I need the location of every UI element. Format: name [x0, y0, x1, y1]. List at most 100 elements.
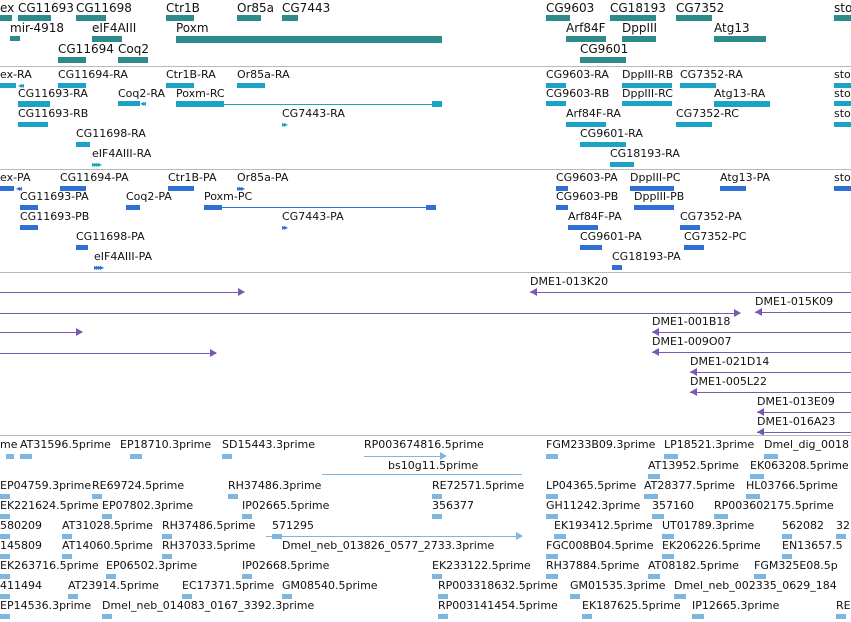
feature-label[interactable]: AT13952.5prime: [648, 459, 739, 472]
feature-label[interactable]: Or85a: [237, 1, 275, 15]
feature-label[interactable]: CG7443-RA: [282, 107, 345, 120]
feature-label[interactable]: EP06502.3prime: [106, 559, 198, 572]
feature-label[interactable]: CG11698-RA: [76, 127, 146, 140]
feature-label[interactable]: CG11693: [18, 1, 74, 15]
feature-label[interactable]: Poxm-RC: [176, 87, 225, 100]
feature-label[interactable]: CG9603-PB: [556, 190, 619, 203]
feature-label[interactable]: mir-4918: [10, 21, 65, 35]
feature-label[interactable]: AT31028.5prime: [62, 519, 153, 532]
feature-label[interactable]: sto: [834, 107, 851, 120]
feature-label[interactable]: RP003141454.5prime: [438, 599, 558, 612]
feature-label[interactable]: Atg13-PA: [720, 171, 771, 184]
feature-label[interactable]: CG11694-RA: [58, 68, 128, 81]
feature-label[interactable]: AT31596.5prime: [20, 438, 111, 451]
feature-label[interactable]: 356377: [432, 499, 474, 512]
feature-label[interactable]: 562082: [782, 519, 824, 532]
feature-label[interactable]: RP003674816.5prime: [364, 438, 484, 451]
feature-label[interactable]: RH37884.5prime: [546, 559, 640, 572]
feature-label[interactable]: RE72571.5prime: [432, 479, 525, 492]
feature-label[interactable]: DppIII-RB: [622, 68, 674, 81]
feature-label[interactable]: DME1-013K20: [530, 275, 609, 288]
feature-label[interactable]: CG9603-RA: [546, 68, 609, 81]
feature-label[interactable]: EC17371.5prime: [182, 579, 275, 592]
feature-label[interactable]: Dmel_neb_014083_0167_3392.3prime: [102, 599, 315, 612]
feature-label[interactable]: Dmel_neb_013826_0577_2733.3prime: [282, 539, 495, 552]
feature-label[interactable]: DppIII: [622, 21, 658, 35]
feature-label[interactable]: RP003318632.5prime: [438, 579, 558, 592]
feature-label[interactable]: 145809: [0, 539, 42, 552]
feature-label[interactable]: eIF4AIII: [92, 21, 137, 35]
feature-label[interactable]: EP18710.3prime: [120, 438, 212, 451]
feature-label[interactable]: CG9601-RA: [580, 127, 643, 140]
feature-label[interactable]: Dmel_neb_002335_0629_184: [674, 579, 837, 592]
feature-label[interactable]: RH37486.3prime: [228, 479, 322, 492]
feature-label[interactable]: ex-RA: [0, 68, 32, 81]
feature-label[interactable]: Or85a-PA: [237, 171, 289, 184]
feature-label[interactable]: LP18521.3prime: [664, 438, 755, 451]
feature-label[interactable]: IP02668.5prime: [242, 559, 330, 572]
feature-label[interactable]: CG7443-PA: [282, 210, 344, 223]
feature-label[interactable]: eIF4AIII-PA: [94, 250, 153, 263]
feature-label[interactable]: EK187625.5prime: [582, 599, 681, 612]
feature-label[interactable]: CG7352-RA: [680, 68, 743, 81]
feature-label[interactable]: UT01789.3prime: [662, 519, 755, 532]
feature-label[interactable]: EK263716.5prime: [0, 559, 99, 572]
feature-label[interactable]: bs10g11.5prime: [388, 459, 479, 472]
feature-label[interactable]: DppIII-PC: [630, 171, 681, 184]
feature-label[interactable]: IP02665.5prime: [242, 499, 330, 512]
feature-label[interactable]: AT23914.5prime: [68, 579, 159, 592]
feature-label[interactable]: Dmel_dig_0018: [764, 438, 850, 451]
feature-label[interactable]: 571295: [272, 519, 314, 532]
feature-label[interactable]: CG18193: [610, 1, 666, 15]
feature-label[interactable]: CG9601-PA: [580, 230, 642, 243]
feature-label[interactable]: HL03766.5prime: [746, 479, 838, 492]
feature-label[interactable]: 32: [836, 519, 850, 532]
feature-label[interactable]: ex-PA: [0, 171, 31, 184]
feature-label[interactable]: CG7443: [282, 1, 331, 15]
feature-label[interactable]: EK063208.5prime: [750, 459, 849, 472]
feature-label[interactable]: sto: [834, 87, 851, 100]
feature-label[interactable]: FGC008B04.5prime: [546, 539, 654, 552]
feature-label[interactable]: LP04365.5prime: [546, 479, 637, 492]
feature-label[interactable]: me: [0, 438, 18, 451]
feature-label[interactable]: DppIII-PB: [634, 190, 685, 203]
feature-label[interactable]: sto: [834, 1, 851, 15]
feature-label[interactable]: CG7352: [676, 1, 725, 15]
feature-label[interactable]: CG9603-PA: [556, 171, 618, 184]
feature-label[interactable]: CG11693-PB: [20, 210, 90, 223]
feature-label[interactable]: CG11694-PA: [60, 171, 129, 184]
feature-label[interactable]: FGM233B09.3prime: [546, 438, 656, 451]
feature-label[interactable]: DME1-001B18: [652, 315, 731, 328]
feature-label[interactable]: DME1-009O07: [652, 335, 732, 348]
feature-label[interactable]: Coq2: [118, 42, 149, 56]
feature-label[interactable]: GM01535.3prime: [570, 579, 666, 592]
feature-label[interactable]: CG11693-RB: [18, 107, 89, 120]
feature-label[interactable]: EK221624.5prime: [0, 499, 99, 512]
feature-label[interactable]: CG11698-PA: [76, 230, 145, 243]
feature-label[interactable]: CG11693-PA: [20, 190, 89, 203]
feature-label[interactable]: EP14536.3prime: [0, 599, 92, 612]
feature-label[interactable]: CG7352-PC: [684, 230, 747, 243]
feature-label[interactable]: AT08182.5prime: [648, 559, 739, 572]
feature-label[interactable]: CG11693-RA: [18, 87, 88, 100]
feature-label[interactable]: Arf84F-RA: [566, 107, 621, 120]
feature-label[interactable]: CG11694: [58, 42, 114, 56]
feature-label[interactable]: DME1-021D14: [690, 355, 770, 368]
feature-label[interactable]: RH37033.5prime: [162, 539, 256, 552]
feature-label[interactable]: IP12665.3prime: [692, 599, 780, 612]
feature-label[interactable]: 357160: [652, 499, 694, 512]
feature-label[interactable]: CG7352-PA: [680, 210, 742, 223]
feature-label[interactable]: EN13657.5: [782, 539, 843, 552]
feature-label[interactable]: sto: [834, 171, 851, 184]
feature-label[interactable]: Arf84F-PA: [568, 210, 622, 223]
feature-label[interactable]: DME1-016A23: [757, 415, 836, 428]
feature-label[interactable]: CG18193-RA: [610, 147, 680, 160]
feature-label[interactable]: Ctr1B-RA: [166, 68, 216, 81]
feature-label[interactable]: sto: [834, 68, 851, 81]
feature-label[interactable]: CG7352-RC: [676, 107, 739, 120]
feature-label[interactable]: Coq2-RA: [118, 87, 166, 100]
feature-label[interactable]: RE69724.5prime: [92, 479, 185, 492]
feature-label[interactable]: RH37486.5prime: [162, 519, 256, 532]
feature-label[interactable]: eIF4AIII-RA: [92, 147, 152, 160]
feature-label[interactable]: CG9603-RB: [546, 87, 610, 100]
